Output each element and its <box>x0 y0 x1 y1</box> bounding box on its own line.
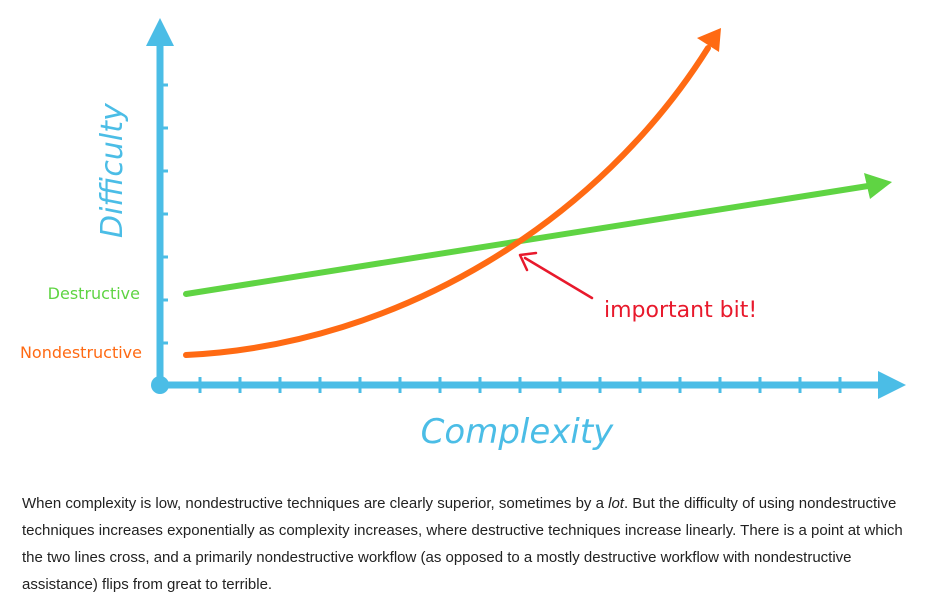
y-axis-ticks <box>160 83 168 345</box>
axes <box>146 18 906 399</box>
caption-paragraph: When complexity is low, nondestructive t… <box>22 490 922 598</box>
annotation-arrow-head <box>518 251 538 272</box>
destructive-line <box>183 183 871 297</box>
destructive-series <box>183 173 892 297</box>
y-axis-arrow <box>146 18 174 46</box>
x-axis-ticks <box>198 377 842 393</box>
caption-emphasis: lot <box>608 495 624 512</box>
x-axis-arrow <box>878 371 906 399</box>
annotation-label: important bit! <box>604 298 757 323</box>
series-label-nondestructive: Nondestructive <box>20 343 142 362</box>
nondestructive-curve-arrow <box>697 28 721 52</box>
series-label-destructive: Destructive <box>48 284 140 303</box>
crossing-annotation: important bit! <box>518 251 757 323</box>
annotation-arrow-line <box>523 256 594 300</box>
axis-origin-dot <box>151 376 169 394</box>
destructive-line-arrow <box>864 173 892 199</box>
caption-text-2: . But the difficulty of using nondestruc… <box>22 495 903 593</box>
y-axis-label: Difficulty <box>95 102 130 238</box>
nondestructive-series <box>183 28 721 358</box>
caption-text-1: When complexity is low, nondestructive t… <box>22 495 609 512</box>
difficulty-complexity-diagram: Difficulty Complexity Destructive Nondes… <box>20 18 906 452</box>
nondestructive-curve <box>183 45 711 358</box>
x-axis-label: Complexity <box>421 412 615 452</box>
